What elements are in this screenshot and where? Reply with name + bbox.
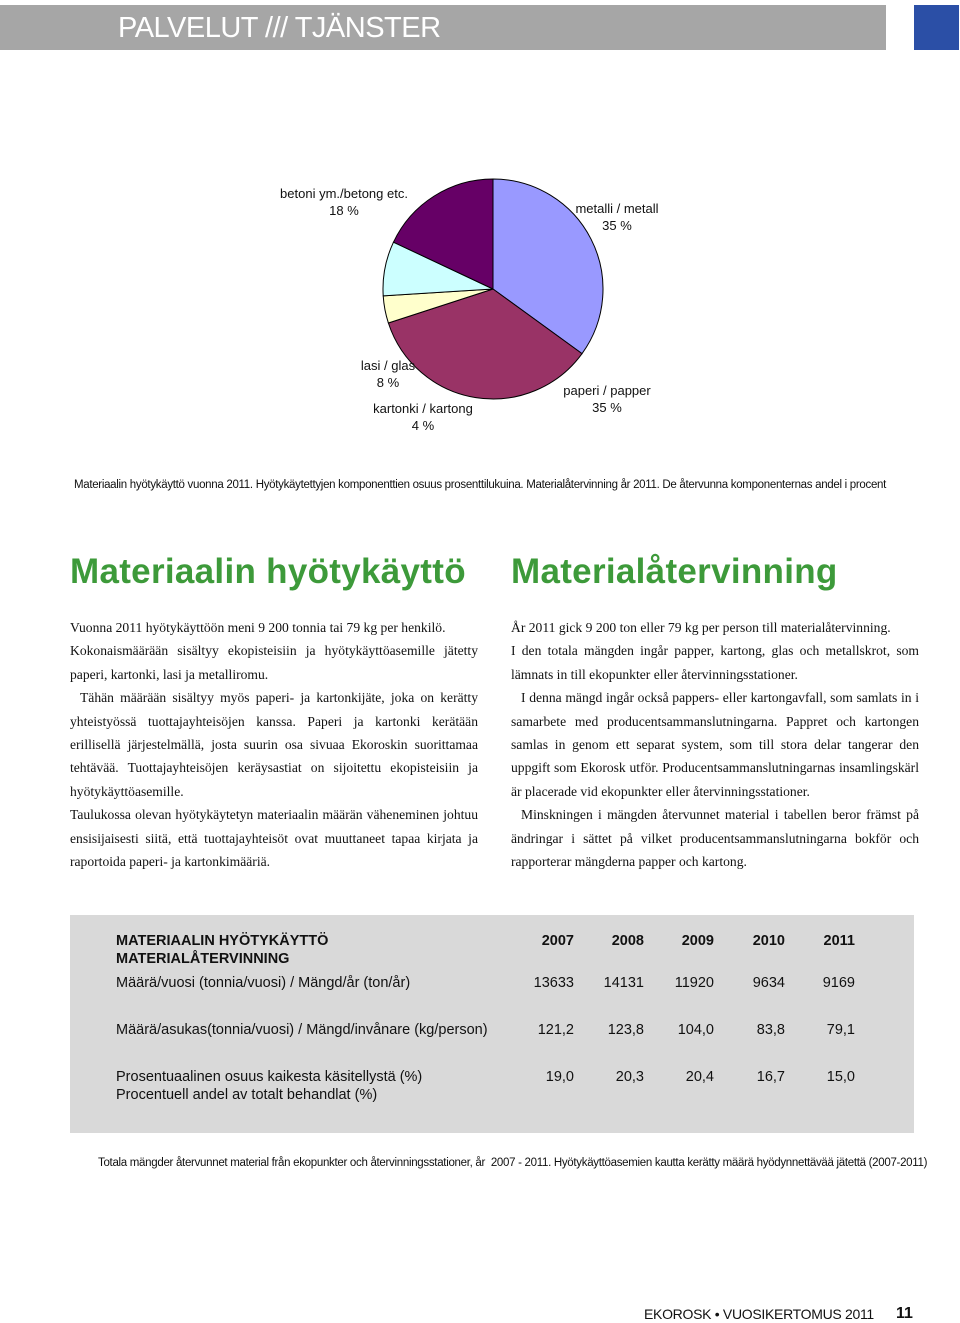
table-cell: 9634 [752, 975, 785, 991]
table-note: Totala mängder återvunnet material från … [98, 1157, 928, 1169]
slice-label: lasi / glas 8 % [323, 357, 453, 391]
slice-label: betoni ym./betong etc. 18 % [279, 185, 409, 219]
slice-value: 4 % [411, 418, 435, 433]
pie-slice [387, 288, 583, 400]
table-header-cell: 2009 [681, 933, 714, 949]
table-cell: 123,8 [607, 1022, 644, 1038]
table-row-label: Määrä/vuosi (tonnia/vuosi) / Mängd/år (t… [116, 975, 411, 991]
slice-name: betoni ym./betong etc. [280, 186, 408, 201]
table-cell: 79,1 [826, 1022, 855, 1038]
slice-label: paperi / papper 35 % [542, 382, 672, 416]
paragraph: Vuonna 2011 hyötykäyttöön meni 9 200 ton… [70, 620, 446, 635]
slice-value: 35 % [602, 218, 632, 233]
table-cell: 83,8 [756, 1022, 785, 1038]
table-cell: 11920 [674, 975, 714, 991]
paragraph: Minskningen i mängden återvunnet materia… [511, 807, 919, 870]
table: MATERIAALIN HYÖTYKÄYTTÖ MATERIALÅTERVINN… [70, 915, 914, 1133]
paragraph: År 2011 gick 9 200 ton eller 79 kg per p… [511, 620, 891, 635]
text-column: Vuonna 2011 hyötykäyttöön meni 9 200 ton… [70, 616, 478, 873]
paragraph: Tähän määrään sisältyy myös paperi- ja k… [70, 690, 478, 799]
paragraph: I den totala mängden ingår papper, karto… [511, 643, 919, 682]
table-row-label: Prosentuaalinen osuus kaikesta käsitelly… [116, 1069, 423, 1103]
page-number: 11 [896, 1305, 913, 1322]
table-header-cell: MATERIAALIN HYÖTYKÄYTTÖ MATERIALÅTERVINN… [116, 933, 329, 967]
table-header-cell: 2008 [611, 933, 644, 949]
table-header-cell: 2010 [752, 933, 785, 949]
header-title: PALVELUT /// TJÄNSTER [118, 12, 441, 44]
paragraph: Kokonaismäärään sisältyy ekopisteisiin j… [70, 643, 478, 682]
table-cell: 15,0 [826, 1069, 855, 1085]
paragraph: Taulukossa olevan hyötykäytetyn materiaa… [70, 807, 478, 870]
slice-value: 35 % [592, 400, 622, 415]
slice-label: metalli / metall 35 % [552, 200, 682, 234]
table-cell: 14131 [603, 975, 644, 991]
pie-slice [492, 178, 604, 355]
pie-chart [382, 178, 604, 400]
slice-label: kartonki / kartong 4 % [358, 400, 488, 434]
chart-caption: Materiaalin hyötykäyttö vuonna 2011. Hyö… [73, 479, 887, 491]
header-square [914, 5, 959, 50]
slice-name: metalli / metall [575, 201, 659, 216]
table-header-cell: 2007 [541, 933, 574, 949]
table-cell: 20,3 [615, 1069, 644, 1085]
table-row-label: Määrä/asukas(tonnia/vuosi) / Mängd/invån… [116, 1022, 488, 1038]
footer-publication: EKOROSK • VUOSIKERTOMUS 2011 [644, 1306, 874, 1322]
table-header-cell: 2011 [823, 933, 855, 949]
table-cell: 16,7 [756, 1069, 785, 1085]
table-cell: 9169 [822, 975, 855, 991]
heading: Materiaalin hyötykäyttö [70, 552, 466, 591]
slice-value: 18 % [329, 203, 359, 218]
slice-name: lasi / glas [360, 358, 416, 373]
paragraph: I denna mängd ingår också pappers- eller… [511, 690, 919, 799]
slice-name: kartonki / kartong [373, 401, 473, 416]
table-cell: 13633 [533, 975, 574, 991]
table-cell: 121,2 [537, 1022, 574, 1038]
slice-name: paperi / papper [563, 383, 651, 398]
pie-slice [392, 178, 494, 290]
header-bar: PALVELUT /// TJÄNSTER [0, 5, 886, 50]
text-column: År 2011 gick 9 200 ton eller 79 kg per p… [511, 616, 919, 873]
table-cell: 104,0 [677, 1022, 714, 1038]
slice-value: 8 % [376, 375, 400, 390]
table-cell: 19,0 [545, 1069, 574, 1085]
table-cell: 20,4 [685, 1069, 714, 1085]
heading: Materialåtervinning [511, 552, 838, 591]
